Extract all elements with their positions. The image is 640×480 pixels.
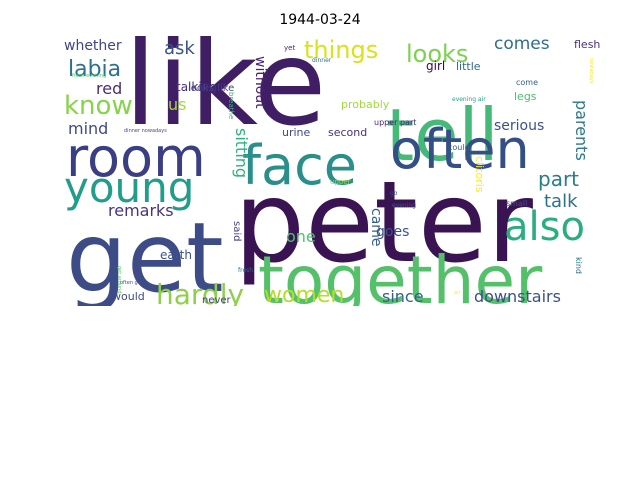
wordcloud-word: air [454,290,461,296]
wordcloud-word: goes [376,224,409,240]
wordcloud-word: small [506,199,527,208]
wordcloud-word: earth [160,248,192,262]
wordcloud-word: face [242,134,357,197]
wordcloud-word: serious [494,118,544,134]
wordcloud-word: labia [68,57,121,82]
wordcloud-word: sitting [232,128,251,178]
wordcloud-word: also [504,204,585,250]
wordcloud-word: like [124,36,326,152]
wordcloud-word: young [64,163,194,212]
wordcloud-word: go [390,190,398,197]
wordcloud-word: tell [386,93,499,177]
wordcloud-word: evening air [452,96,486,103]
wordcloud-word: clitoris [473,156,486,193]
wordcloud-word: red [96,79,122,98]
wordcloud-word: said [231,221,242,241]
wordcloud-word: parents [572,100,591,161]
wordcloud-word: urine [282,126,311,139]
wordcloud-word: one [286,227,316,246]
wordcloud-word: evening [392,202,416,209]
wordcloud-word: things [304,36,378,64]
wordcloud-word: upper [330,178,351,186]
wordcloud-word: fresh [238,267,253,274]
wordcloud-word: downstairs [474,287,561,306]
wordcloud-word: second [328,126,367,139]
wordcloud-word: dinner nowadays [124,128,167,134]
wordcloud-word: often [390,118,530,181]
wordcloud-word: fresh evening [72,73,106,79]
wordcloud-word: little [456,60,481,73]
wordcloud-word: dinner [312,57,332,64]
wordcloud-word: comes [494,36,550,54]
wordcloud-word: ask [164,38,195,59]
wordcloud-word: part [538,167,579,191]
wordcloud-word: mind [68,119,108,138]
figure-title: 1944-03-24 [279,12,361,28]
wordcloud-word: upper part [374,118,416,127]
wordcloud-word: women [264,283,344,306]
wordcloud-word: often go [120,280,141,286]
wordcloud-word: together [258,242,543,306]
wordcloud-word: looks like [188,83,234,94]
wordcloud-word: without [252,56,268,109]
wordcloud-word: breathe [227,92,235,119]
wordcloud-word: get around [116,266,122,293]
wordcloud-word: since [382,287,424,306]
wordcloud-word: nowadays [588,58,594,84]
wordcloud-word: know [64,91,133,121]
wordcloud-word: legs [514,90,537,103]
wordcloud-word: us [168,95,186,114]
wordcloud-word: never [202,295,232,306]
wordcloud-word: could [448,143,470,152]
wordcloud-word: came [368,208,384,247]
wordcloud-word: come [516,78,538,87]
wordcloud-word: peter [234,158,534,288]
wordcloud-word: fleshy [574,38,600,51]
wordcloud-word: room [66,126,206,189]
wordcloud-word: probably [341,98,390,111]
wordcloud-word: would [112,290,145,303]
wordcloud-word: talking [176,80,217,94]
wordcloud-word: whether [64,38,122,54]
wordcloud-word: yet [284,44,295,52]
wordcloud-canvas: like tell peter get together room face often you… [64,36,600,306]
wordcloud-word: looks [406,40,468,68]
wordcloud-word: talk [544,191,578,212]
wordcloud-word: hardly [156,278,244,306]
wordcloud-word: remarks [108,201,174,220]
wordcloud-word: kind [574,257,583,274]
wordcloud-word: get [66,202,224,306]
wordcloud-word: girl [426,59,445,73]
